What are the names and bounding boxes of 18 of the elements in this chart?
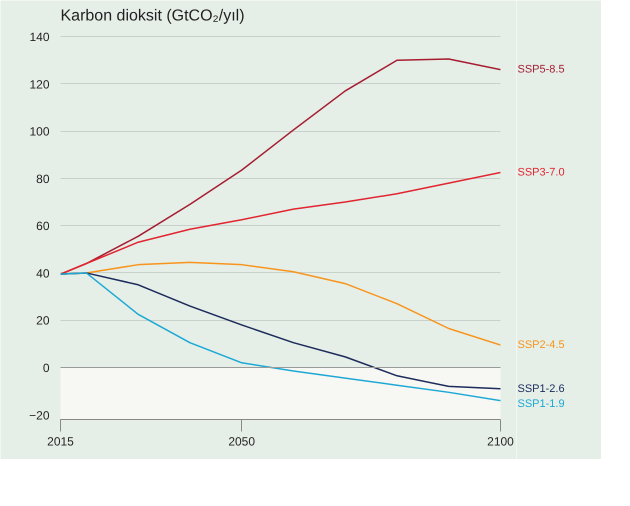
series-label: SSP3-7.0 — [518, 166, 565, 178]
y-tick-label: 60 — [36, 219, 50, 234]
x-tick-label: 2050 — [228, 434, 256, 448]
x-tick-label: 2015 — [47, 434, 74, 448]
series-label: SSP5-8.5 — [518, 64, 565, 76]
series-label: SSP2-4.5 — [518, 339, 565, 352]
y-tick-label: 80 — [36, 172, 50, 186]
y-tick-label: 40 — [36, 266, 50, 280]
series-label: SSP1-2.6 — [518, 382, 565, 395]
y-tick-label: 0 — [42, 361, 50, 375]
y-tick-label: 100 — [29, 124, 50, 139]
series-label: SSP1-1.9 — [518, 398, 565, 410]
y-tick-label: 20 — [36, 314, 50, 328]
y-tick-label: −20 — [29, 408, 50, 422]
x-tick-label: 2100 — [487, 434, 514, 448]
y-tick-label: 140 — [29, 30, 50, 44]
y-tick-label: 120 — [29, 77, 50, 92]
chart-title: Karbon dioksit (GtCO₂/yıl) — [60, 8, 245, 24]
